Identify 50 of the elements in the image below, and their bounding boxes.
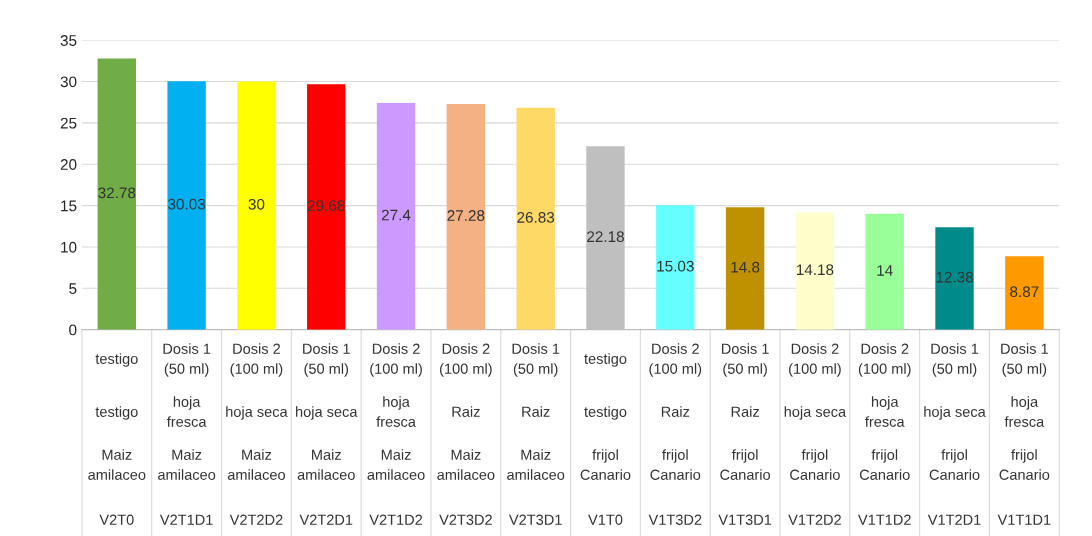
- data-label: 22.18: [587, 231, 624, 243]
- category-label: Dosis 2 (100 ml) hoja seca frijol Canario V1T2D2: [784, 343, 847, 525]
- data-label: 32.78: [98, 187, 136, 199]
- data-label: 15.03: [657, 260, 694, 272]
- category-label: Dosis 2 (100 ml) hoja seca Maiz amilaceo V2T2D2: [226, 343, 288, 525]
- category-label: Dosis 1 (50 ml) hoja seca frijol Canario V1T2D1: [924, 343, 986, 525]
- bar: [307, 84, 346, 330]
- y-tick-label: 5: [69, 283, 77, 294]
- data-label: 27.4: [381, 209, 411, 221]
- bar: [656, 205, 695, 330]
- bar: [725, 207, 765, 330]
- category-label: Dosis 1 (50 ml) hoja seca Maiz amilaceo V2T2D1: [296, 343, 358, 525]
- bar: [586, 146, 625, 330]
- data-label: 30: [248, 198, 265, 210]
- bar: [167, 81, 206, 330]
- data-label: 30.03: [168, 198, 206, 210]
- category-label: testigo testigo Maiz amilaceo V2T0: [88, 353, 146, 525]
- bar: [376, 103, 416, 330]
- bar: [1005, 256, 1044, 330]
- category-label: Dosis 2 (100 ml) Raiz frijol Canario V1T3D2: [648, 343, 702, 525]
- category-label: testigo testigo frijol Canario V1T0: [580, 353, 631, 525]
- category-label: Dosis 1 (50 ml) hoja fresca Maiz amilaceo V2T1D1: [158, 343, 216, 525]
- y-tick-label: 10: [61, 241, 77, 253]
- data-label: 26.83: [517, 211, 555, 223]
- bar: [237, 81, 276, 330]
- y-tick-label: 20: [60, 159, 77, 170]
- category-label: Dosis 2 (100 ml) hoja fresca Maiz amilaceo V2T1D2: [367, 343, 425, 525]
- category-label: Dosis 1 (50 ml) Raiz Maiz amilaceo V2T3D1: [507, 343, 565, 525]
- data-label: 29.68: [307, 200, 345, 212]
- data-label: 14: [877, 265, 893, 276]
- y-tick-label: 25: [60, 117, 77, 129]
- y-tick-label: 15: [61, 200, 77, 212]
- data-label: 8.87: [1010, 286, 1039, 298]
- category-label: Dosis 1 (50 ml) Raiz frijol Canario V1T3D1: [718, 343, 772, 525]
- category-label: Dosis 2 (100 ml) Raiz Maiz amilaceo V2T3D2: [437, 343, 495, 525]
- y-tick-label: 35: [60, 35, 77, 46]
- data-label: 14.18: [796, 264, 834, 276]
- category-label: Dosis 2 (100 ml) hoja fresca frijol Canario V1T1D2: [858, 343, 911, 525]
- y-tick-label: 30: [60, 76, 77, 88]
- data-label: 27.28: [447, 210, 485, 221]
- bar: [446, 104, 486, 330]
- bar: [97, 58, 136, 330]
- data-label: 12.38: [936, 271, 973, 283]
- bar: [865, 213, 904, 330]
- category-label: Dosis 1 (50 ml) hoja fresca frijol Canario V1T1D1: [997, 343, 1051, 525]
- bar: [935, 227, 974, 330]
- bar: [795, 212, 835, 330]
- bar: [516, 107, 555, 330]
- y-tick-label: 0: [69, 324, 77, 336]
- data-label: 14.8: [731, 261, 760, 273]
